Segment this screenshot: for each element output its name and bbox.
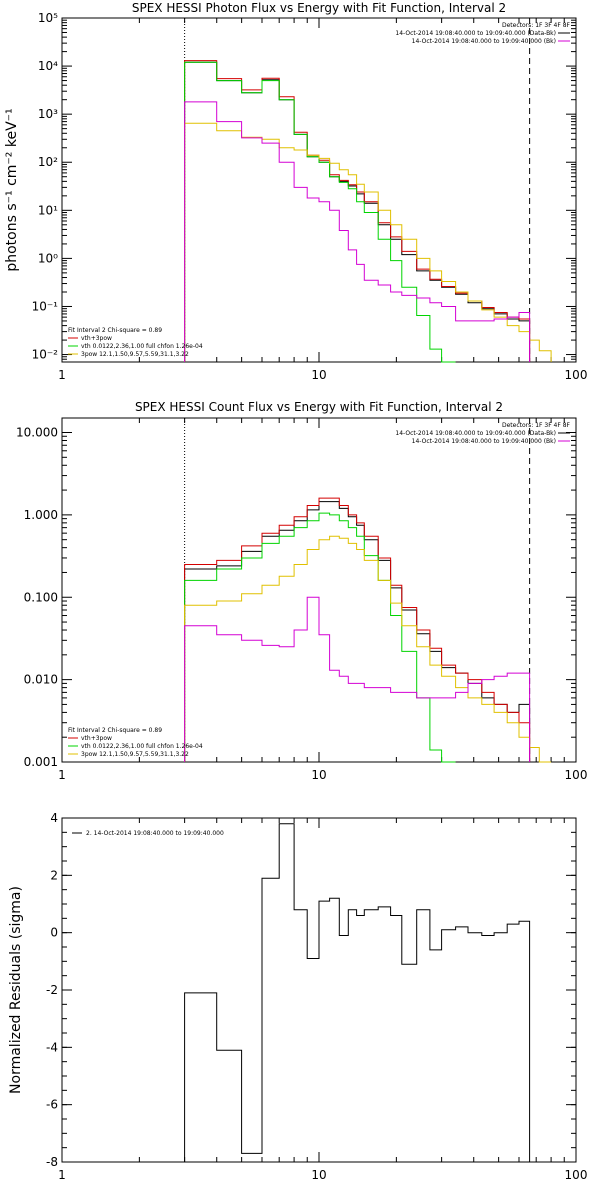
detectors-label: Detectors: 1F 3F 4F 8F — [502, 422, 571, 429]
y-tick-label: 0 — [50, 926, 58, 940]
y-tick-label: -4 — [46, 1040, 58, 1054]
interval-label: 14-Oct-2014 19:08:40.000 to 19:09:40.000… — [412, 38, 556, 45]
legend-label: 3pow 12.1,1.50,9.57,5.59,31.1,3.22 — [81, 351, 189, 358]
chart-title: SPEX HESSI Photon Flux vs Energy with Fi… — [132, 1, 506, 15]
data-series — [184, 535, 552, 763]
plot-area: 1 10 100 0.001 0.010 0.100 1.000 10.000 Detector… — [16, 418, 587, 782]
y-tick-label: 10⁵ — [38, 11, 58, 25]
y-tick-label: 4 — [50, 811, 58, 825]
x-tick-label: 100 — [565, 768, 588, 782]
x-tick-label: 10 — [311, 1168, 326, 1182]
residuals-panel: Normalized Residuals (sigma) 1 10 100 -8 -6 -… — [8, 811, 587, 1182]
count-flux-panel: SPEX HESSI Count Flux vs Energy with Fit… — [16, 400, 587, 782]
plot-area: 1 10 100 -8 -6 -4 -2 0 2 4 2. 14-Oct-2014 19:08:40… — [46, 811, 587, 1182]
data-series — [184, 512, 456, 763]
legend-label: vth 0.0122,2.36,1.00 full chfon 1.26e-04 — [81, 743, 203, 750]
y-tick-label: 10.000 — [16, 426, 58, 440]
y-axis-label: Normalized Residuals (sigma) — [8, 886, 24, 1094]
x-tick-label: 1 — [58, 368, 66, 382]
x-tick-label: 1 — [58, 1168, 66, 1182]
y-tick-label: 10¹ — [38, 203, 58, 217]
x-tick-label: 10 — [311, 768, 326, 782]
legend-label: vth+3pow — [81, 735, 112, 742]
y-tick-label: 10⁴ — [38, 59, 58, 73]
interval-label: 14-Oct-2014 19:08:40.000 to 19:09:40.000… — [412, 438, 556, 445]
y-tick-label: -6 — [46, 1098, 58, 1112]
y-tick-label: 1.000 — [24, 508, 58, 522]
y-tick-label: -8 — [46, 1155, 58, 1169]
y-tick-label: 2 — [50, 868, 58, 882]
y-tick-label: 10² — [38, 155, 58, 169]
legend-label: vth 0.0122,2.36,1.00 full chfon 1.26e-04 — [81, 343, 203, 350]
interval-label: 14-Oct-2014 19:08:40.000 to 19:09:40.000… — [395, 30, 556, 37]
x-tick-label: 1 — [58, 768, 66, 782]
photon-flux-panel: SPEX HESSI Photon Flux vs Energy with Fi… — [4, 1, 587, 382]
detectors-label: Detectors: 1F 3F 4F 8F — [502, 22, 571, 29]
y-tick-label: 0.010 — [24, 673, 58, 687]
y-tick-label: 0.100 — [24, 590, 58, 604]
x-tick-label: 100 — [565, 1168, 588, 1182]
chart-title: SPEX HESSI Count Flux vs Energy with Fit… — [135, 400, 503, 414]
data-series — [184, 61, 456, 363]
legend-label: vth+3pow — [81, 335, 112, 342]
legend-label: 2. 14-Oct-2014 19:08:40.000 to 19:09:40.… — [86, 830, 224, 837]
data-series — [184, 823, 531, 1162]
y-tick-label: 0.001 — [24, 755, 58, 769]
y-tick-label: 10⁻² — [32, 348, 59, 362]
y-tick-label: 10⁻¹ — [32, 299, 59, 313]
y-tick-label: 10³ — [38, 107, 58, 121]
x-tick-label: 10 — [311, 368, 326, 382]
y-tick-label: 10⁰ — [38, 251, 58, 265]
data-series — [184, 596, 531, 762]
fit-header: Fit Interval 2 Chi-square = 0.89 — [68, 727, 162, 734]
fit-header: Fit Interval 2 Chi-square = 0.89 — [68, 327, 162, 334]
plot-area: 1 10 100 10⁻² 10⁻¹ 10⁰ 10¹ 10² 10³ 10⁴ 10⁵ Detector… — [32, 11, 588, 382]
y-tick-label: -2 — [46, 983, 58, 997]
interval-label: 14-Oct-2014 19:08:40.000 to 19:09:40.000… — [395, 430, 556, 437]
legend-label: 3pow 12.1,1.50,9.57,5.59,31.1,3.22 — [81, 751, 189, 758]
y-axis-label: photons s⁻¹ cm⁻² keV⁻¹ — [4, 108, 20, 271]
x-tick-label: 100 — [565, 368, 588, 382]
data-series — [184, 101, 531, 362]
